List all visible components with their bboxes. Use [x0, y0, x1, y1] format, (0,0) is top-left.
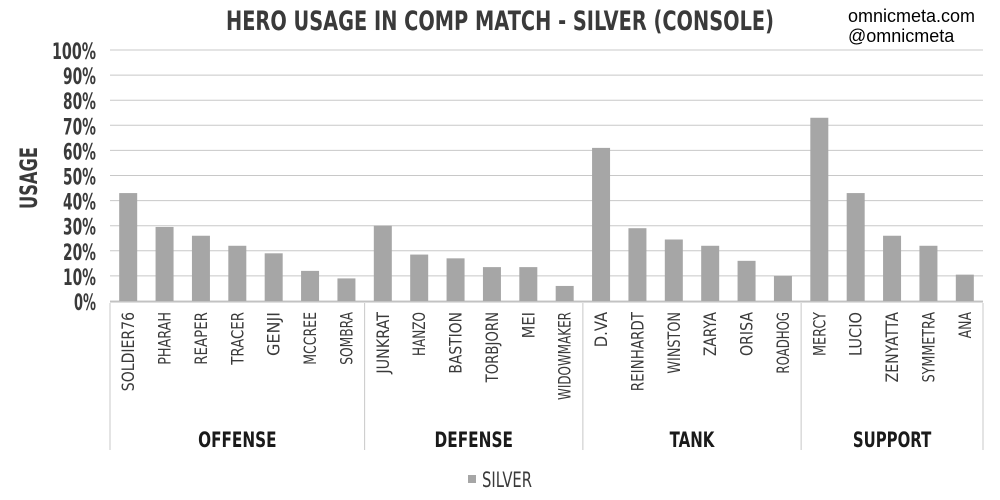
y-tick-label: 70%: [63, 115, 96, 140]
bar: [301, 270, 320, 301]
category-label: TORBJORN: [483, 312, 503, 383]
category-label: WINSTON: [665, 312, 685, 374]
legend-swatch: [468, 475, 476, 483]
category-label: SOMBRA: [337, 312, 357, 365]
bar: [628, 228, 647, 301]
bar: [373, 225, 392, 301]
category-label: ZARYA: [701, 312, 721, 356]
legend-label: SILVER: [482, 468, 532, 492]
category-label: LUCIO: [847, 312, 867, 356]
bar: [919, 245, 938, 301]
y-tick-label: 90%: [63, 65, 96, 90]
bar: [519, 267, 538, 301]
category-label: REINHARDT: [628, 312, 648, 392]
group-label: SUPPORT: [853, 428, 932, 452]
category-label: ZENYATTA: [883, 312, 903, 383]
category-label: ROADHOG: [774, 312, 794, 374]
y-tick-label: 30%: [63, 216, 96, 241]
y-tick-label: 100%: [52, 40, 96, 65]
y-tick-label: 40%: [63, 191, 96, 216]
bar: [446, 258, 465, 301]
bar: [810, 117, 829, 302]
bar: [555, 285, 574, 301]
category-label: GENJI: [265, 312, 285, 356]
bar: [191, 235, 210, 301]
bar: [883, 235, 902, 301]
category-label: HANZO: [410, 312, 430, 356]
group-label: TANK: [670, 428, 715, 452]
category-label: MEI: [519, 312, 539, 338]
watermark-handle: @omnicmeta: [848, 26, 955, 46]
bar: [155, 226, 174, 301]
bar: [482, 267, 501, 301]
bar: [337, 278, 356, 301]
y-tick-label: 10%: [63, 266, 96, 291]
category-label: ANA: [956, 312, 976, 339]
watermark-site: omnicmeta.com: [848, 6, 975, 26]
bar: [228, 245, 247, 301]
category-label: BASTION: [447, 312, 467, 374]
category-label: REAPER: [192, 312, 212, 365]
bar: [410, 254, 429, 301]
group-label: DEFENSE: [435, 428, 513, 452]
bar: [664, 239, 683, 301]
y-tick-label: 0%: [74, 291, 96, 316]
category-label: JUNKRAT: [374, 311, 394, 374]
bar: [701, 245, 720, 301]
category-label: MERCY: [810, 312, 830, 356]
bar: [955, 274, 974, 301]
plot-area: 0%10%20%30%40%50%60%70%80%90%100% SOLDIER…: [52, 40, 984, 492]
bar: [119, 193, 138, 301]
category-label: PHARAH: [156, 312, 176, 365]
category-label: TRACER: [228, 312, 248, 366]
y-tick-label: 60%: [63, 140, 96, 165]
bar: [264, 253, 283, 301]
bar: [592, 147, 611, 301]
bar: [773, 275, 792, 301]
category-label: D.VA: [592, 312, 612, 348]
y-tick-label: 50%: [63, 166, 96, 191]
bar: [846, 193, 865, 301]
bar: [737, 260, 756, 301]
y-tick-label: 80%: [63, 90, 96, 115]
category-label: MCCREE: [301, 312, 321, 365]
category-label: WIDOWMAKER: [556, 312, 576, 400]
chart-title: HERO USAGE IN COMP MATCH - SILVER (CONSO…: [226, 6, 774, 37]
group-label: OFFENSE: [198, 428, 276, 452]
category-label: SOLDIER76: [119, 312, 139, 391]
y-tick-label: 20%: [63, 241, 96, 266]
category-label: SYMMETRA: [919, 312, 939, 383]
y-axis-label: USAGE: [15, 147, 43, 209]
category-label: ORISA: [738, 312, 758, 356]
